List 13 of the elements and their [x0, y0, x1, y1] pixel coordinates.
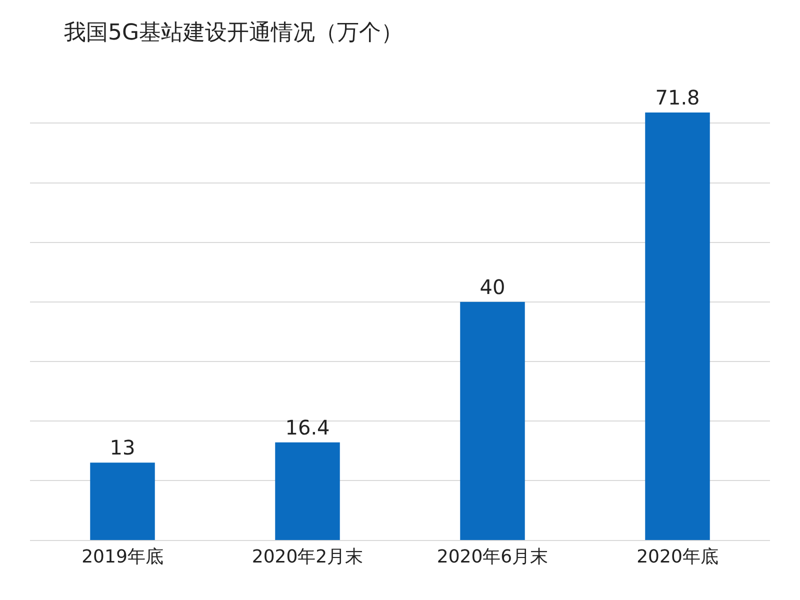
chart-title: 我国5G基站建设开通情况（万个） [64, 20, 404, 46]
data-label: 13 [110, 436, 136, 460]
data-label: 40 [480, 274, 506, 299]
data-label: 16.4 [285, 415, 330, 440]
x-tick-label: 2020年2月末 [252, 546, 364, 568]
data-label: 71.8 [655, 86, 700, 110]
bar [645, 112, 710, 540]
bar [275, 442, 340, 540]
x-tick-label: 2019年底 [82, 546, 164, 568]
x-tick-label: 2020年6月末 [436, 546, 548, 568]
bar [90, 462, 155, 540]
bar [460, 302, 525, 540]
x-tick-label: 2020年底 [636, 546, 718, 568]
